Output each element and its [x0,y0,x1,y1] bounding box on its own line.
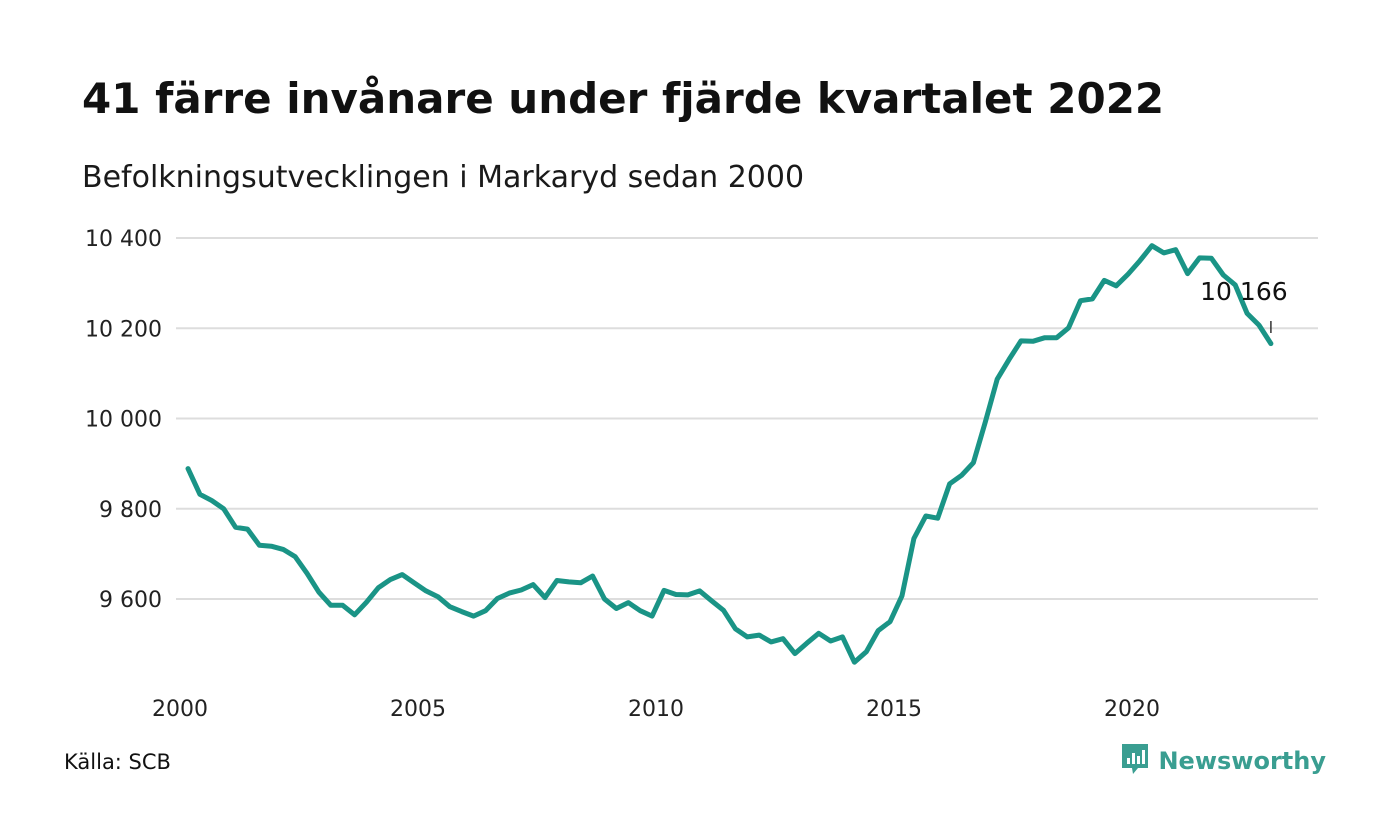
brand-logo: Newsworthy [1120,742,1326,780]
chart-title: 41 färre invånare under fjärde kvartalet… [82,74,1165,123]
y-tick-label: 9 800 [99,498,162,523]
x-tick-label: 2015 [866,697,922,722]
brand-name: Newsworthy [1158,747,1326,775]
y-tick-label: 10 000 [85,408,162,433]
gridlines [176,237,1318,600]
x-tick-label: 2000 [152,697,208,722]
population-series-line [185,243,1274,665]
y-tick-label: 10 400 [85,227,162,252]
source-note: Källa: SCB [64,750,171,774]
end-value-label: 10 166 [1200,277,1287,306]
x-tick-label: 2005 [390,697,446,722]
y-tick-label: 9 600 [99,588,162,613]
x-tick-label: 2010 [628,697,684,722]
newsworthy-logo-icon [1120,742,1150,780]
y-axis-ticks: 9 600 9 800 10 000 10 200 10 400 [85,227,162,613]
x-axis-ticks: 2000 2005 2010 2015 2020 [152,697,1160,722]
x-tick-label: 2020 [1104,697,1160,722]
chart-subtitle: Befolkningsutvecklingen i Markaryd sedan… [82,160,805,195]
y-tick-label: 10 200 [85,317,162,342]
